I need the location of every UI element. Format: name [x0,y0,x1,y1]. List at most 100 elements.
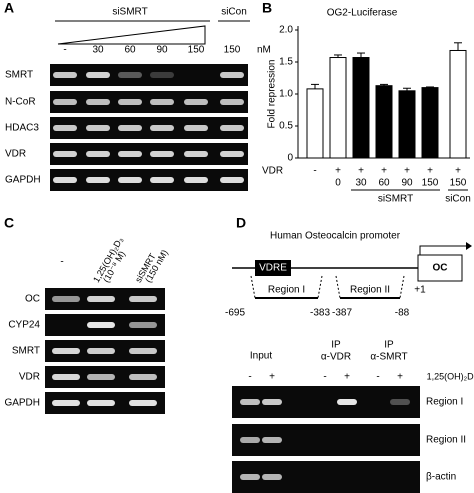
tss-arrow [419,245,466,255]
band [150,99,174,105]
band [87,296,115,302]
band [184,125,208,131]
column-label: Input [250,351,272,362]
arrow-head [466,242,472,250]
y-tick-label: 1.0 [279,89,293,100]
band [240,474,260,480]
x-tick-label: 150 [450,178,467,189]
x-row-label: + [455,166,461,177]
band [118,125,142,131]
band [87,400,115,406]
lane-label: 150 [224,45,241,56]
treatment: - [376,372,379,383]
band [118,99,142,105]
band [52,374,80,380]
row-label: CYP24 [8,320,40,331]
y-tick-label: 0 [287,153,293,164]
dash [399,275,405,299]
bar [352,57,370,159]
panel-letter: D [236,215,246,231]
region-end: -383 [310,308,330,319]
row-label: VDR [19,372,40,383]
x-row-label: + [335,166,341,177]
band [337,399,357,405]
row-label: HDAC3 [5,123,39,134]
tss-label: +1 [414,285,426,296]
vdre-box [255,260,291,276]
band [118,177,142,183]
region-label: Region I [268,285,305,296]
band [220,72,244,78]
bar [306,88,324,159]
band [87,374,115,380]
column-sub: α-VDR [321,352,351,363]
dash [250,275,256,299]
row-label: VDR [5,149,26,160]
row-label: Region I [426,397,463,408]
bar [421,87,439,159]
y-tick-label: 0.5 [279,121,293,132]
band [262,474,282,480]
band [220,125,244,131]
region-start: -695 [225,308,245,319]
bar [449,49,467,159]
band [129,348,157,354]
y-label: Fold repression [267,60,278,129]
x-row-label: + [381,166,387,177]
treatment: + [397,372,403,383]
row-label: β-actin [426,472,456,483]
x-tick-label: 0 [335,178,341,189]
gel [232,461,420,493]
x-row-label: + [358,166,364,177]
band [87,348,115,354]
band [86,99,110,105]
x-row-label: - [313,166,316,177]
x-tick-label: 150 [422,178,439,189]
panel-letter: B [262,0,272,16]
band [240,399,260,405]
y-tick-label: 1.5 [279,57,293,68]
chart-title: OG2-Luciferase [327,8,398,19]
band [220,99,244,105]
bar [375,85,393,159]
x-tick-label: 90 [401,178,413,189]
band [118,151,142,157]
band [53,99,77,105]
lane-label: - [63,45,66,56]
region-label: Region II [350,285,390,296]
band [150,72,174,78]
band [220,177,244,183]
lane-label: - [60,257,63,268]
region-end: -88 [395,308,410,319]
vdre-label: VDRE [259,263,287,274]
band [86,177,110,183]
band [262,437,282,443]
band [53,151,77,157]
group-label: siSMRT [112,7,147,18]
region-start: -387 [332,308,352,319]
band [390,399,410,405]
treatment: - [323,372,326,383]
gel [50,64,248,86]
lane-label: 30 [92,45,104,56]
band [184,177,208,183]
column-label: IP [331,340,341,351]
row-label: N-CoR [5,97,36,108]
gene-box [417,254,463,282]
band [150,151,174,157]
group-label: siCon [221,7,247,18]
x-tick-label: 30 [355,178,367,189]
lane-label: 90 [156,45,168,56]
band [129,322,157,328]
column-label: IP [384,340,394,351]
band [150,177,174,183]
row-label: SMRT [5,70,33,81]
lane-label: 60 [124,45,136,56]
treatment: + [269,372,275,383]
band [129,374,157,380]
band [184,99,208,105]
row-label: GAPDH [5,175,41,186]
row-label: Region II [426,435,466,446]
group-label: siSMRT [378,194,413,205]
